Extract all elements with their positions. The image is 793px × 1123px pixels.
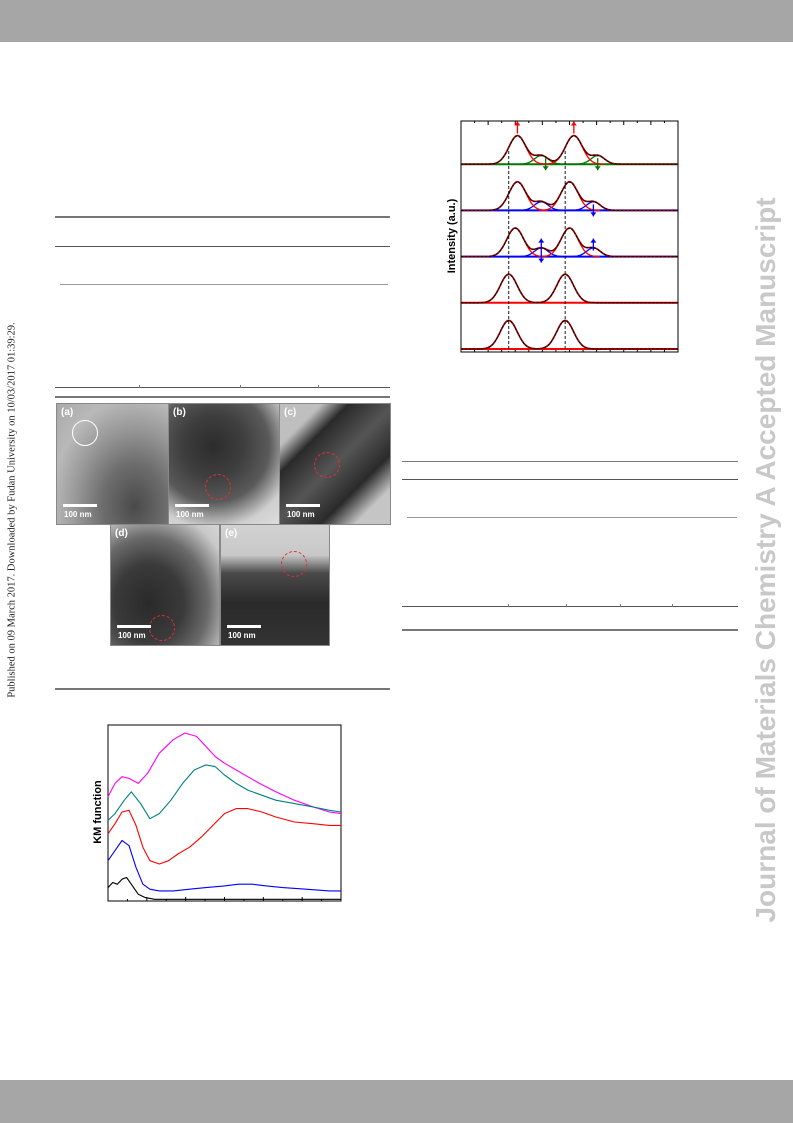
main-component-peak [534,273,596,304]
table-top-rule [55,216,390,218]
intensity-panels [461,121,678,352]
tem-panel-a: (a) 100 nm [56,403,169,525]
table-column-tick [508,604,509,607]
panel-letter: (c) [284,407,297,418]
main-component-peak [478,319,540,350]
right-table-top-rule [402,461,738,462]
panel-letter: (b) [173,407,186,418]
measured-spectrum [461,228,678,258]
fitted-envelope [461,180,678,212]
scale-bar [63,504,97,507]
tem-panel-e: (e) 100 nm [220,524,330,646]
side-component-peak [519,154,563,165]
right-table-row-rule [407,517,737,518]
panel-letter: (e) [225,528,238,539]
table-column-tick [566,604,567,607]
right-table-end-rule [402,629,738,631]
shift-arrow-head [570,121,577,126]
main-component-peak [539,181,600,212]
measured-spectrum [461,135,678,165]
selection-circle [72,420,98,446]
km-ylabel: KM function [92,780,104,844]
intensity-ylabel: Intensity (a.u.) [446,198,458,273]
fitted-envelope [461,134,678,165]
fitted-envelope [461,319,678,350]
intensity-axis-ticks [460,121,679,352]
measured-spectrum [461,181,678,211]
scale-bar-label: 100 nm [118,631,146,640]
journal-watermark: Journal of Materials Chemistry A Accepte… [750,197,781,923]
main-component-peak [478,273,540,304]
shift-arrow-head [542,166,549,171]
km-series-line-3 [107,839,341,892]
km-series-line-4 [107,876,341,900]
table-column-tick [620,604,621,607]
table-row-rule [60,284,388,285]
tem-panel-d: (d) 100 nm [110,524,220,646]
scale-bar-label: 100 nm [287,510,315,519]
km-series-line-1 [107,764,342,821]
table-column-tick [240,385,241,388]
km-series [107,732,342,900]
right-table-bottom-rule [402,606,738,607]
fitted-envelope [461,273,678,304]
fitted-envelope [461,227,678,258]
km-series-line-0 [107,732,342,815]
measured-spectrum [461,274,678,304]
km-plot-frame [107,724,342,902]
publication-note: Published on 09 March 2017. Downloaded b… [6,322,18,698]
measured-spectrum [461,320,678,350]
side-component-peak [576,154,620,165]
scale-bar-label: 100 nm [228,631,256,640]
side-component-peak [519,247,563,258]
figure-top-rule [55,396,390,398]
shift-arrow-head [538,238,545,243]
shift-arrow-head [594,166,601,171]
intensity-plot-frame [460,120,679,353]
main-component-peak [486,134,548,165]
scale-bar-label: 100 nm [176,510,204,519]
tem-panel-b: (b) 100 nm [168,403,280,525]
scale-bar [286,504,320,507]
scale-bar [175,504,209,507]
journal-footer-bar [0,1080,793,1123]
shift-arrow-head [538,258,545,263]
km-series-line-2 [107,808,341,865]
shift-arrow-head [514,121,521,126]
tem-panel-c: (c) 100 nm [279,403,391,525]
side-component-peak [571,201,616,211]
main-component-peak [534,319,596,350]
main-component-peak [486,181,548,212]
selection-circle [281,551,307,577]
km-axis-ticks [107,897,342,901]
scale-bar [227,625,261,628]
main-component-peak [543,134,605,165]
side-component-peak [571,247,616,258]
table-column-tick [672,604,673,607]
table-bottom-rule [55,387,390,388]
scale-bar [117,625,151,628]
main-component-peak [484,227,546,258]
side-component-peak [519,201,563,211]
right-table-header-rule [402,479,738,480]
panel-letter: (a) [61,407,74,418]
table-header-rule [55,246,390,247]
panel-letter: (d) [115,528,128,539]
shift-arrow-head [590,212,597,217]
shift-arrow-head [590,238,597,243]
table-column-tick [139,385,140,388]
journal-header-bar [0,0,793,42]
scale-bar-label: 100 nm [64,510,92,519]
selection-circle [149,615,175,641]
table-column-tick [318,385,319,388]
figure-bottom-rule [55,688,390,690]
selection-circle [314,452,340,478]
selection-circle [205,474,231,500]
main-component-peak [539,227,600,258]
